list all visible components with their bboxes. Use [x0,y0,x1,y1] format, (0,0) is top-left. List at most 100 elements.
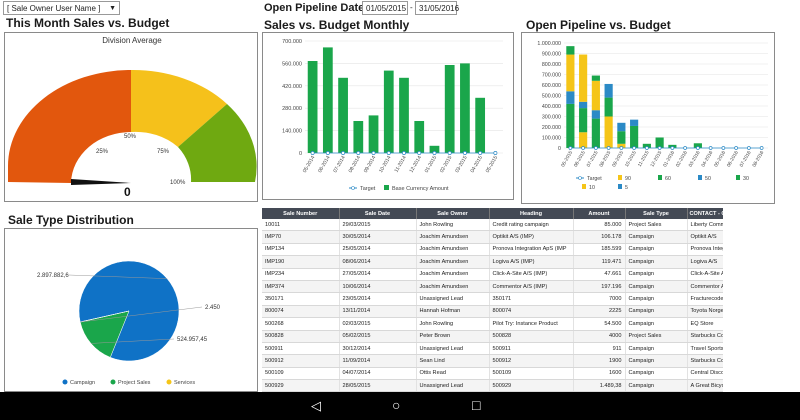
pipeline-bar-segment[interactable] [655,137,664,149]
monthly-target-point[interactable] [386,151,391,155]
table-row[interactable]: 500912 11/09/2014 Sean Lind 500912 1900 Campa… [262,354,723,368]
pipeline-bar-segment[interactable] [617,143,626,148]
monthly-bar[interactable] [414,121,425,153]
pipeline-bar-segment[interactable] [642,143,651,148]
table-row[interactable]: IMP190 08/06/2014 Joachim Amundsen Logiva A… [262,255,723,269]
monthly-target-point[interactable] [402,151,406,155]
pipeline-bar-segment[interactable] [566,54,575,92]
table-header-cell[interactable]: Sale Number [262,208,340,219]
pipeline-target-point[interactable] [759,146,764,150]
monthly-target-point[interactable] [447,151,452,155]
monthly-bar[interactable] [475,97,486,153]
pipeline-target-point[interactable] [683,146,687,150]
recent-apps-icon[interactable]: □ [472,397,481,413]
pipeline-bar-segment[interactable] [566,103,575,148]
home-icon[interactable]: ○ [392,397,401,413]
table-cell: Joachim Amundsen [416,268,490,281]
table-row[interactable]: 500109 04/07/2014 Ottis Read 500109 1600 Camp… [262,367,723,381]
pipeline-target-point[interactable] [568,146,573,150]
pipeline-bar-segment[interactable] [604,116,613,149]
pipeline-target-point[interactable] [721,146,726,150]
pipeline-target-point[interactable] [696,146,700,150]
pipeline-bar-segment[interactable] [591,110,600,119]
pipeline-bar-segment[interactable] [579,54,588,102]
pipeline-target-point[interactable] [606,146,611,150]
pipeline-bar-segment[interactable] [630,119,639,126]
monthly-target-point[interactable] [462,151,467,155]
back-icon[interactable]: ◁ [311,398,321,413]
monthly-target-point[interactable] [493,151,498,155]
pipeline-target-point[interactable] [747,146,751,150]
pipeline-bar-segment[interactable] [591,80,600,111]
date-from-input[interactable]: 01/05/2015 [362,1,408,15]
sale-owner-dropdown[interactable]: [ Sale Owner User Name ] ▼ [3,1,120,15]
table-cell: Campaign [625,243,688,257]
table-header-cell[interactable]: Heading [489,208,574,219]
table-row[interactable]: IMP134 25/05/2014 Joachim Amundsen Pronova … [262,243,723,257]
pipeline-chart-svg: 0 100.000 200.000 300.000 400.000 500.000 600.… [537,41,768,191]
pipeline-bar-segment[interactable] [604,83,613,98]
table-cell: Project Sales [625,219,688,232]
monthly-bar[interactable] [444,65,455,153]
pipeline-bar-segment[interactable] [591,118,600,148]
monthly-bar[interactable] [338,77,348,153]
table-header-cell[interactable]: CONTACT - Company [687,208,723,219]
monthly-target-point[interactable] [356,151,361,155]
pipeline-target-point[interactable] [657,146,662,150]
pipeline-target-point[interactable] [670,146,675,150]
pipeline-target-point[interactable] [619,146,624,150]
pipeline-bar-segment[interactable] [617,122,626,132]
pipeline-x-tick: 06-2015 [573,150,587,169]
table-row[interactable]: 500929 28/05/2015 Unassigned Lead 500929 1.4… [262,379,723,392]
table-header-cell[interactable]: Sale Date [339,208,417,219]
pie-legend-label: Services [174,380,195,386]
pipeline-bar-segment[interactable] [591,75,600,81]
monthly-bar[interactable] [399,77,409,153]
pipeline-target-point[interactable] [734,146,738,150]
table-row[interactable]: 500911 30/12/2014 Unassigned Lead 500911 911… [262,342,723,356]
date-to-input[interactable]: 31/05/2016 [415,1,459,15]
table-header-cell[interactable]: Amount [573,208,626,219]
monthly-bar[interactable] [429,145,440,153]
table-row[interactable]: IMP374 10/06/2014 Joachim Amundsen Commento… [262,280,723,294]
pipeline-bar-segment[interactable] [579,101,588,109]
monthly-bar[interactable] [368,115,379,153]
pipeline-target-point[interactable] [632,146,636,150]
pipeline-bar-segment[interactable] [604,97,613,117]
sales-table-container[interactable]: Sale Number Sale Date Sale Owner Heading Amo… [262,208,723,392]
table-row[interactable]: 800074 13/11/2014 Hannah Hofman 800074 2225 C… [262,305,723,319]
table-row[interactable]: IMP70 30/05/2014 Joachim Amundsen Optikit A… [262,230,723,244]
pipeline-bar-segment[interactable] [566,91,575,104]
pipeline-target-point[interactable] [581,146,585,150]
table-row[interactable]: 500828 05/02/2015 Peter Brown 500828 4000 Pro… [262,330,723,343]
monthly-target-point[interactable] [371,151,376,155]
monthly-bar[interactable] [383,70,394,153]
pie-leader-line [80,306,203,323]
monthly-target-point[interactable] [341,151,346,155]
pipeline-target-point[interactable] [708,146,713,150]
pipeline-bar-segment[interactable] [579,132,588,148]
monthly-bar[interactable] [460,63,470,153]
table-row[interactable]: 500268 02/03/2015 John Rowling Pilot Try: I… [262,317,723,331]
table-row[interactable]: 350171 23/05/2014 Unassigned Lead 350171 700… [262,292,723,306]
monthly-bar[interactable] [353,121,364,153]
table-row[interactable]: 10011 29/03/2015 John Rowling Credit rating… [262,219,723,232]
pipeline-target-point[interactable] [594,146,598,150]
monthly-bar[interactable] [322,47,333,153]
pipeline-bar-segment[interactable] [579,108,588,133]
table-header-cell[interactable]: Sale Type [625,208,688,219]
monthly-target-point[interactable] [417,151,422,155]
pipeline-bar-segment[interactable] [566,46,575,55]
pipeline-date-label: Open Pipeline Date: [264,2,368,14]
pipeline-bar-segment[interactable] [630,125,639,148]
monthly-bar[interactable] [307,61,318,153]
monthly-target-point[interactable] [325,151,330,155]
pipeline-target-point[interactable] [645,146,649,150]
pipeline-bar-segment[interactable] [693,143,702,148]
table-header-cell[interactable]: Sale Owner [416,208,490,219]
table-row[interactable]: IMP234 27/05/2014 Joachim Amundsen Click-A-… [262,268,723,281]
monthly-target-point[interactable] [478,151,483,155]
monthly-target-point[interactable] [432,151,437,155]
monthly-target-point[interactable] [310,151,315,155]
pipeline-bar-segment[interactable] [617,131,626,144]
